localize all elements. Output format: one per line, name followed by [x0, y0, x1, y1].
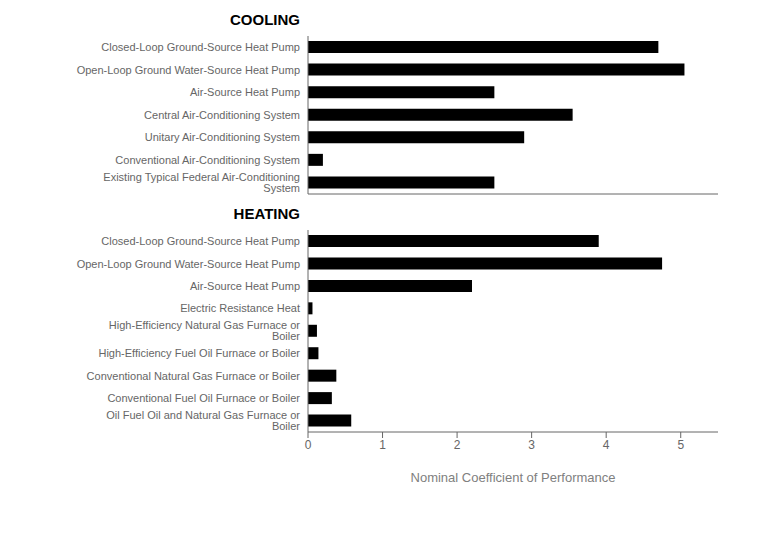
- svg-text:Air-Source Heat Pump: Air-Source Heat Pump: [190, 280, 300, 292]
- svg-text:5: 5: [677, 438, 684, 452]
- svg-text:Oil Fuel Oil and Natural Gas F: Oil Fuel Oil and Natural Gas Furnace orB…: [106, 409, 300, 432]
- svg-text:2: 2: [454, 438, 461, 452]
- svg-text:Unitary Air-Conditioning Syste: Unitary Air-Conditioning System: [145, 131, 300, 143]
- svg-text:Electric Resistance Heat: Electric Resistance Heat: [180, 302, 300, 314]
- svg-text:0: 0: [305, 438, 312, 452]
- html-text:COOLING: COOLING: [230, 11, 300, 28]
- svg-text:Conventional Fuel Oil Furnace: Conventional Fuel Oil Furnace or Boiler: [107, 392, 300, 404]
- svg-text:Closed-Loop Ground-Source Heat: Closed-Loop Ground-Source Heat Pump: [101, 41, 300, 53]
- svg-text:Open-Loop Ground Water-Source: Open-Loop Ground Water-Source Heat Pump: [77, 64, 300, 76]
- svg-text:Central Air-Conditioning Syste: Central Air-Conditioning System: [144, 109, 300, 121]
- svg-text:Existing Typical Federal Air-C: Existing Typical Federal Air-Conditionin…: [103, 171, 300, 194]
- html-text:HEATING: HEATING: [233, 205, 300, 222]
- svg-text:High-Efficiency Fuel Oil Furna: High-Efficiency Fuel Oil Furnace or Boil…: [98, 347, 300, 359]
- svg-text:3: 3: [528, 438, 535, 452]
- svg-text:Nominal Coefficient of Perform: Nominal Coefficient of Performance: [411, 470, 616, 485]
- svg-text:High-Efficiency Natural Gas Fu: High-Efficiency Natural Gas Furnace orBo…: [109, 319, 300, 342]
- svg-text:Conventional Natural Gas Furna: Conventional Natural Gas Furnace or Boil…: [87, 370, 301, 382]
- svg-text:1: 1: [379, 438, 386, 452]
- svg-text:4: 4: [603, 438, 610, 452]
- svg-text:Conventional Air-Conditioning: Conventional Air-Conditioning System: [115, 154, 300, 166]
- svg-text:Closed-Loop Ground-Source Heat: Closed-Loop Ground-Source Heat Pump: [101, 235, 300, 247]
- svg-text:Open-Loop Ground Water-Source: Open-Loop Ground Water-Source Heat Pump: [77, 258, 300, 270]
- svg-text:Air-Source Heat Pump: Air-Source Heat Pump: [190, 86, 300, 98]
